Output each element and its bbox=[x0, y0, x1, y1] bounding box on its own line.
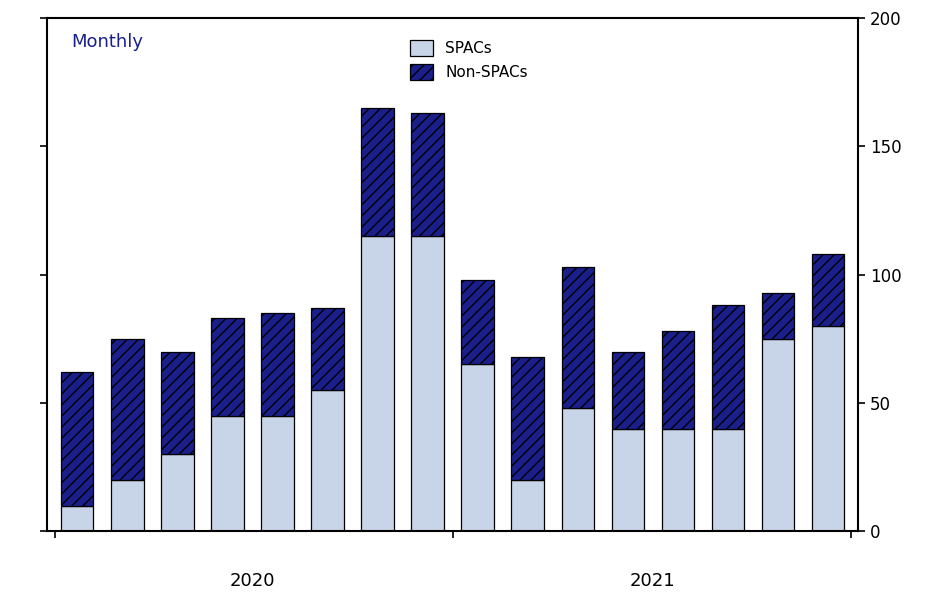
Text: 2020: 2020 bbox=[230, 573, 275, 590]
Bar bbox=[511, 357, 544, 480]
Bar bbox=[812, 326, 844, 531]
Bar bbox=[311, 308, 344, 390]
Bar bbox=[762, 293, 794, 339]
Bar bbox=[311, 390, 344, 531]
Legend: SPACs, Non-SPACs: SPACs, Non-SPACs bbox=[405, 36, 533, 85]
Bar bbox=[712, 429, 744, 531]
Bar bbox=[612, 429, 644, 531]
Bar bbox=[511, 480, 544, 531]
Bar bbox=[211, 416, 243, 531]
Bar bbox=[111, 339, 143, 480]
Bar bbox=[361, 107, 394, 236]
Bar bbox=[561, 267, 594, 408]
Bar bbox=[161, 454, 193, 531]
Bar bbox=[461, 364, 494, 531]
Bar bbox=[461, 280, 494, 364]
Bar bbox=[411, 236, 444, 531]
Bar bbox=[61, 506, 93, 531]
Text: Monthly: Monthly bbox=[72, 33, 143, 51]
Bar bbox=[561, 408, 594, 531]
Text: 2021: 2021 bbox=[630, 573, 676, 590]
Bar bbox=[662, 429, 694, 531]
Bar bbox=[261, 313, 293, 416]
Bar bbox=[712, 306, 744, 429]
Bar bbox=[361, 236, 394, 531]
Bar bbox=[111, 480, 143, 531]
Bar bbox=[662, 331, 694, 429]
Bar bbox=[762, 339, 794, 531]
Bar bbox=[411, 113, 444, 236]
Bar bbox=[261, 416, 293, 531]
Bar bbox=[612, 352, 644, 429]
Bar bbox=[161, 352, 193, 454]
Bar bbox=[812, 254, 844, 326]
Bar bbox=[61, 372, 93, 506]
Bar bbox=[211, 318, 243, 416]
